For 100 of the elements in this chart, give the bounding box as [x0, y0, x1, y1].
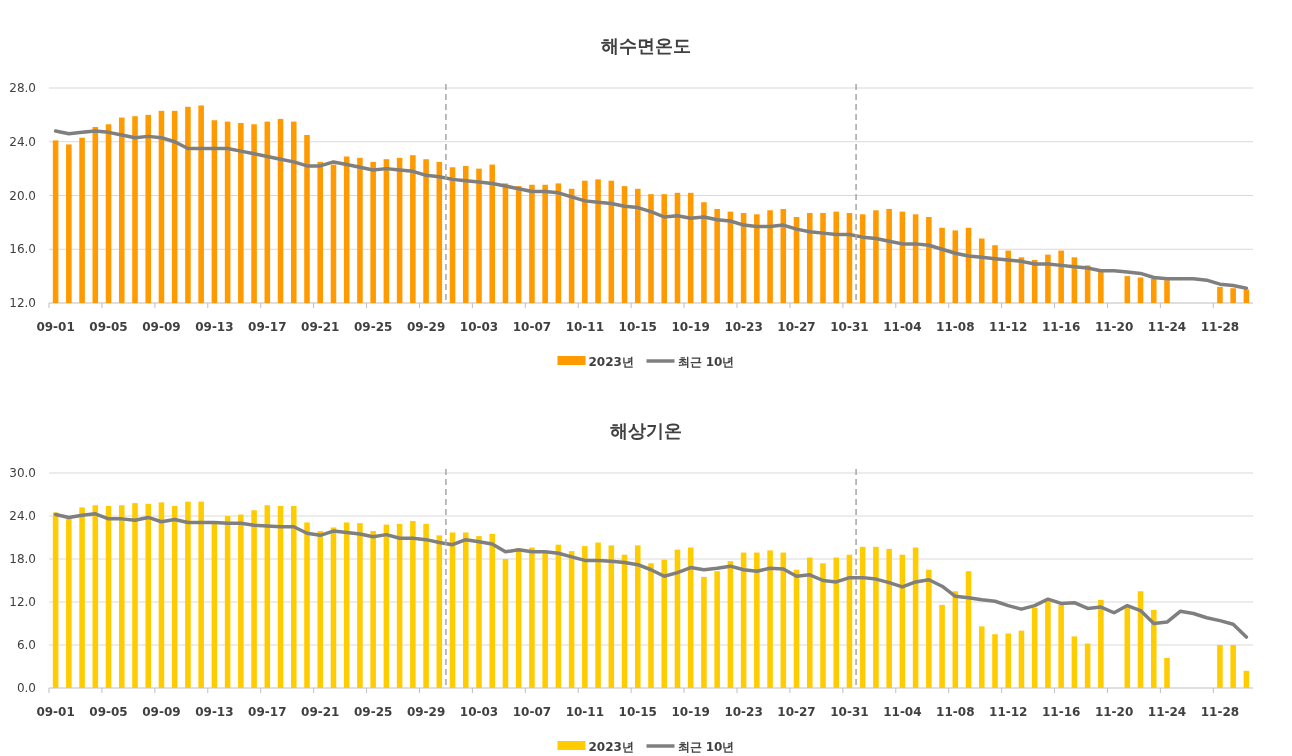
- x-tick-label: 09-25: [353, 705, 393, 719]
- bar: [542, 551, 548, 688]
- x-tick-label: 09-25: [353, 320, 393, 334]
- bar: [661, 559, 668, 688]
- bar: [79, 507, 85, 688]
- bar: [939, 604, 945, 688]
- x-tick-label: 09-09: [142, 705, 181, 719]
- bar: [502, 559, 509, 688]
- bar: [1230, 645, 1236, 688]
- x-tick-label: 09-13: [195, 320, 234, 334]
- legend-label: 2023년: [588, 355, 634, 369]
- x-tick-label: 09-29: [406, 320, 446, 334]
- x-tick-label: 09-21: [301, 705, 340, 719]
- x-tick-label: 11-04: [883, 320, 922, 334]
- x-tick-label: 10-07: [512, 705, 552, 719]
- bar: [198, 501, 204, 688]
- x-tick-label: 09-09: [142, 320, 181, 334]
- x-tick-label: 11-08: [936, 705, 975, 719]
- legend-label: 최근 10년: [677, 355, 735, 369]
- x-tick-label: 10-19: [671, 320, 710, 334]
- bar: [476, 536, 482, 688]
- y-tick-label: 18.0: [9, 552, 36, 566]
- x-tick-label: 10-27: [777, 705, 816, 719]
- x-tick-label: 11-12: [989, 705, 1028, 719]
- x-tick-label: 10-11: [565, 320, 605, 334]
- y-tick-label: 24.0: [9, 509, 36, 523]
- x-tick-label: 09-17: [248, 705, 287, 719]
- bar: [992, 634, 998, 688]
- bar: [714, 571, 720, 688]
- x-tick-label: 10-15: [618, 705, 657, 719]
- x-tick-label: 10-27: [777, 320, 816, 334]
- x-tick-label: 09-05: [89, 320, 128, 334]
- y-tick-label: 30.0: [9, 466, 36, 480]
- bar: [595, 542, 601, 688]
- bar: [251, 510, 257, 688]
- x-tick-label: 10-31: [830, 705, 869, 719]
- bar: [423, 523, 429, 688]
- x-tick-label: 11-28: [1200, 320, 1240, 334]
- bar: [926, 569, 932, 688]
- chart-title: 해수면온도: [601, 35, 691, 56]
- bar: [304, 522, 310, 688]
- bar: [290, 505, 297, 688]
- bar: [1058, 604, 1064, 688]
- bar: [317, 531, 324, 688]
- bar: [701, 576, 707, 688]
- legend-label: 최근 10년: [677, 740, 735, 754]
- y-tick-label: 0.0: [16, 681, 36, 695]
- x-tick-label: 09-01: [36, 320, 75, 334]
- bar: [66, 518, 72, 688]
- line-series: [53, 512, 1249, 639]
- x-tick-label: 11-16: [1041, 320, 1081, 334]
- x-tick-label: 10-07: [512, 320, 552, 334]
- bar: [185, 501, 191, 688]
- x-tick-label: 09-01: [36, 705, 75, 719]
- x-tick-label: 10-11: [565, 705, 605, 719]
- bar: [648, 563, 654, 688]
- x-tick-label: 11-20: [1094, 320, 1134, 334]
- x-tick-label: 10-23: [724, 705, 763, 719]
- x-tick-label: 11-20: [1094, 705, 1134, 719]
- bar: [1031, 607, 1038, 688]
- x-tick-label: 09-21: [301, 320, 340, 334]
- y-tick-label: 20.0: [9, 188, 36, 203]
- bar: [238, 514, 244, 688]
- bar: [978, 626, 985, 688]
- bar: [1098, 599, 1104, 688]
- x-tick-label: 11-16: [1041, 705, 1081, 719]
- bar: [820, 563, 826, 688]
- x-tick-label: 11-04: [883, 705, 922, 719]
- bar: [1164, 657, 1170, 688]
- bar: [529, 547, 535, 688]
- x-tick-label: 10-23: [724, 320, 763, 334]
- y-tick-label: 12.0: [9, 296, 36, 310]
- x-tick-label: 09-13: [195, 705, 234, 719]
- bar: [357, 523, 363, 688]
- bar: [806, 557, 813, 688]
- bar: [1217, 645, 1223, 688]
- bar: [1150, 609, 1157, 688]
- bar: [873, 546, 879, 688]
- x-tick-label: 09-29: [406, 705, 446, 719]
- x-tick-label: 11-08: [936, 320, 975, 334]
- y-tick-label: 12.0: [9, 595, 36, 609]
- bar: [489, 533, 496, 688]
- x-tick-label: 11-12: [989, 320, 1028, 334]
- bar: [410, 521, 416, 688]
- bar: [211, 523, 218, 688]
- y-tick-label: 16.0: [9, 242, 36, 257]
- legend-label: 2023년: [588, 740, 634, 754]
- bar: [370, 531, 376, 688]
- bar: [462, 532, 469, 688]
- x-tick-label: 10-31: [830, 320, 869, 334]
- x-tick-label: 11-24: [1147, 320, 1187, 334]
- x-tick-label: 11-24: [1147, 705, 1187, 719]
- bar: [754, 552, 760, 688]
- x-tick-label: 11-28: [1200, 705, 1240, 719]
- chart-title: 해상기온: [610, 420, 682, 441]
- bar: [118, 505, 125, 688]
- bar: [582, 546, 588, 688]
- bar: [833, 557, 840, 688]
- bar: [1005, 633, 1012, 688]
- bar: [634, 545, 641, 688]
